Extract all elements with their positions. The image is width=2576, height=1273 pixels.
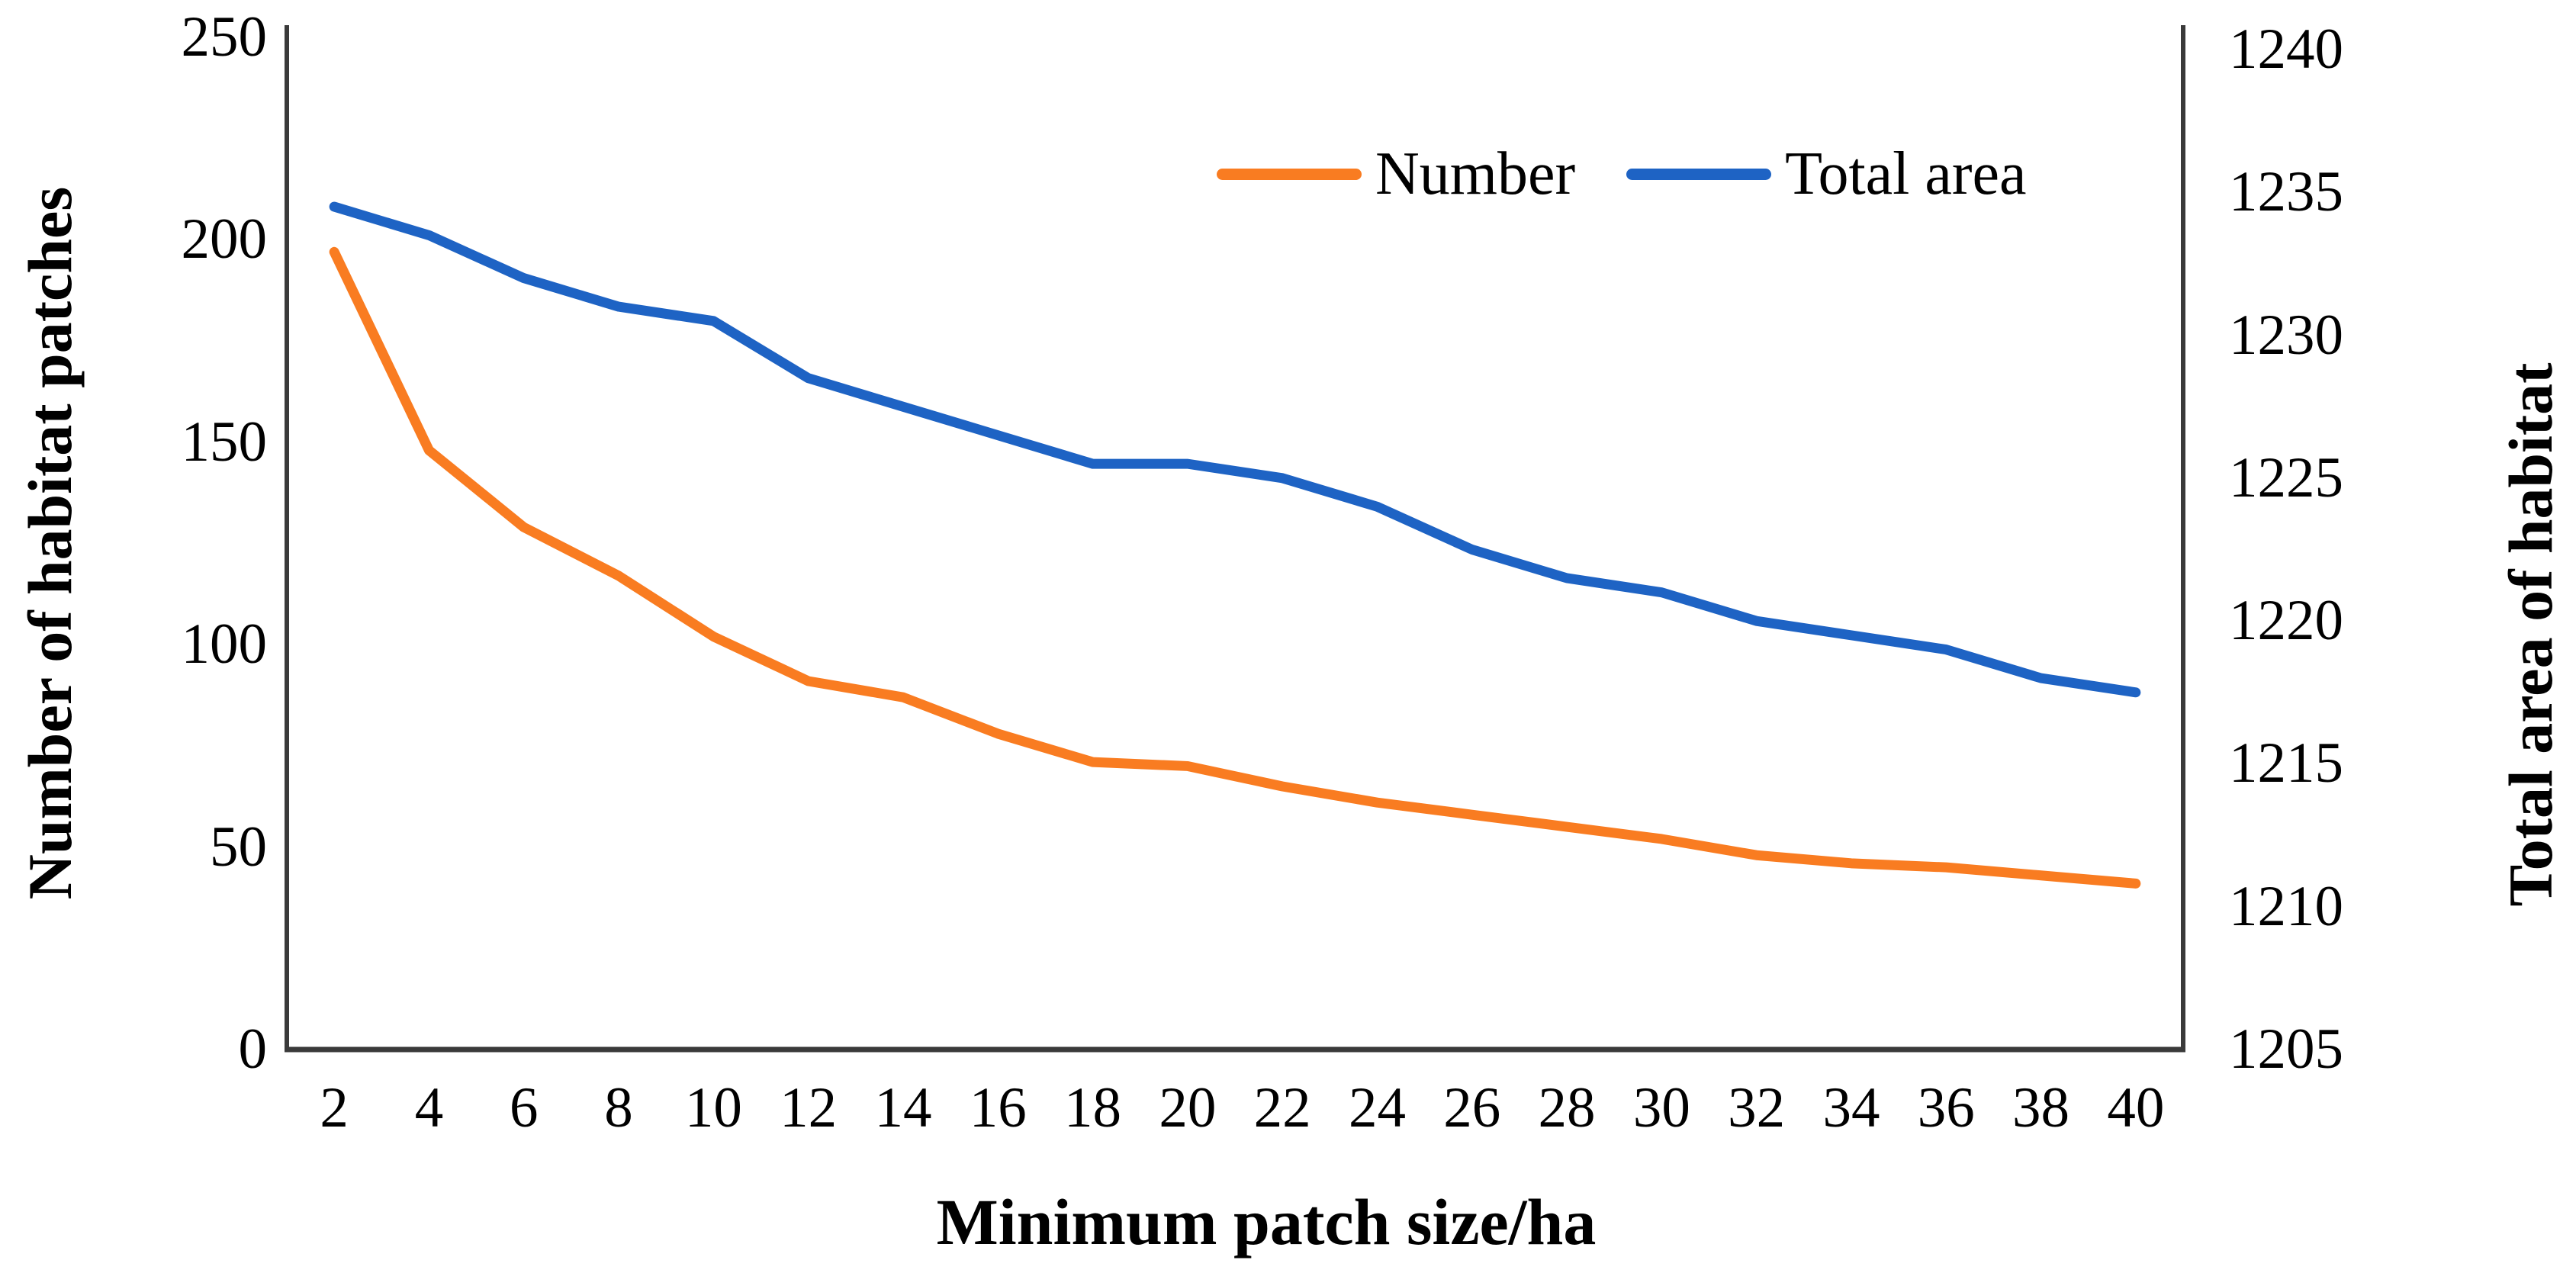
y-left-tick-label: 0 bbox=[238, 1017, 268, 1081]
y-right-tick-label: 1205 bbox=[2229, 1017, 2343, 1081]
y-right-tick-label: 1215 bbox=[2229, 731, 2343, 796]
x-tick-label: 18 bbox=[1064, 1076, 1122, 1140]
x-tick-label: 28 bbox=[1538, 1076, 1596, 1140]
y-right-tick-label: 1210 bbox=[2229, 874, 2343, 938]
y-right-tick-label: 1225 bbox=[2229, 445, 2343, 510]
x-tick-label: 26 bbox=[1443, 1076, 1501, 1140]
x-tick-label: 16 bbox=[969, 1076, 1027, 1140]
y-right-tick-label: 1235 bbox=[2229, 160, 2343, 224]
x-tick-label: 30 bbox=[1632, 1076, 1690, 1140]
total-area-series-line bbox=[329, 201, 2141, 698]
right-axis-title: Total area of habitat bbox=[2496, 362, 2565, 907]
legend-label-number: Number bbox=[1375, 140, 1576, 207]
x-tick-label: 6 bbox=[510, 1076, 539, 1140]
x-tick-label: 34 bbox=[1822, 1076, 1880, 1140]
x-tick-label: 24 bbox=[1348, 1076, 1406, 1140]
legend-item-total-area: Total area bbox=[1626, 140, 2027, 207]
x-tick-label: 38 bbox=[2012, 1076, 2070, 1140]
x-tick-label: 20 bbox=[1159, 1076, 1217, 1140]
x-tick-label: 12 bbox=[780, 1076, 838, 1140]
x-tick-label: 4 bbox=[414, 1076, 444, 1140]
x-axis-title: Minimum patch size/ha bbox=[936, 1185, 1597, 1259]
legend-label-total-area: Total area bbox=[1785, 140, 2027, 207]
y-right-tick-label: 1220 bbox=[2229, 589, 2343, 653]
y-left-tick-label: 200 bbox=[181, 207, 268, 272]
legend-item-number: Number bbox=[1217, 143, 1575, 204]
y-left-tick-label: 50 bbox=[210, 815, 267, 879]
x-tick-label: 2 bbox=[320, 1076, 349, 1140]
x-tick-label: 10 bbox=[684, 1076, 742, 1140]
x-tick-label: 8 bbox=[604, 1076, 633, 1140]
x-tick-label: 40 bbox=[2107, 1076, 2165, 1140]
number-series-swatch bbox=[1217, 168, 1362, 180]
x-tick-label: 14 bbox=[874, 1076, 932, 1140]
y-left-tick-label: 100 bbox=[181, 612, 268, 677]
y-right-tick-label: 1240 bbox=[2229, 18, 2343, 81]
legend: Number Total area bbox=[1217, 136, 2027, 212]
total-area-series-swatch bbox=[1626, 168, 1772, 180]
y-left-tick-label: 150 bbox=[181, 410, 268, 474]
x-tick-label: 32 bbox=[1728, 1076, 1786, 1140]
number-series-line bbox=[329, 246, 2141, 889]
x-tick-label: 36 bbox=[1917, 1076, 1975, 1140]
left-axis-title: Number of habitat patches bbox=[15, 186, 85, 900]
y-right-tick-label: 1230 bbox=[2229, 303, 2343, 367]
y-left-tick-label: 250 bbox=[181, 5, 268, 69]
x-tick-label: 22 bbox=[1253, 1076, 1311, 1140]
